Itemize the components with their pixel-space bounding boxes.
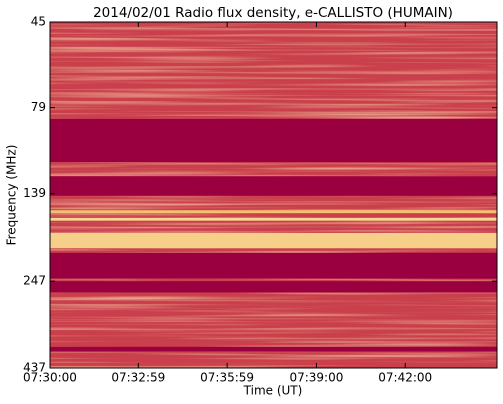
band <box>50 346 497 352</box>
x-tick-label: 07:42:00 <box>378 371 432 385</box>
x-tick-label: 07:32:59 <box>111 371 165 385</box>
band <box>50 232 497 249</box>
y-tick-label: 247 <box>23 274 46 288</box>
x-tick-label: 07:30:00 <box>23 371 77 385</box>
y-tick-label: 139 <box>23 186 46 200</box>
y-tick-label: 45 <box>31 15 46 29</box>
x-tick-label: 07:35:59 <box>200 371 254 385</box>
band <box>50 217 497 221</box>
band <box>50 118 497 163</box>
chart-title: 2014/02/01 Radio flux density, e-CALLIST… <box>93 5 453 21</box>
y-tick-label: 79 <box>31 100 46 114</box>
y-axis-label: Frequency (MHz) <box>5 145 19 246</box>
y-tick-label: 437 <box>23 361 46 375</box>
band <box>50 252 497 279</box>
x-axis-label: Time (UT) <box>243 384 303 398</box>
band <box>50 281 497 293</box>
x-tick-label: 07:39:00 <box>289 371 343 385</box>
plot-frame <box>49 21 498 369</box>
band <box>50 210 497 214</box>
band <box>50 176 497 196</box>
plot-area <box>50 22 497 368</box>
